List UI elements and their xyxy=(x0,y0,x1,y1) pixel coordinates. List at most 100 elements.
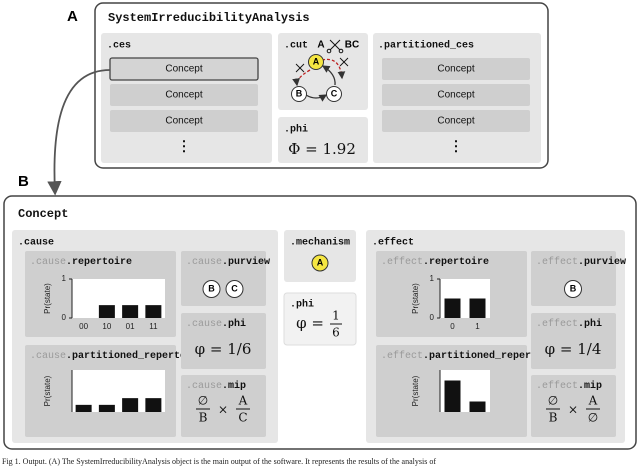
sub-box xyxy=(531,375,616,437)
concept-label: Concept xyxy=(165,90,202,101)
scissors-icon xyxy=(326,39,344,54)
title-prefix: .effect xyxy=(536,256,578,268)
node-circle xyxy=(225,280,244,298)
phi-numerator: 1 xyxy=(332,309,340,323)
y-axis-label: Pr(state) xyxy=(411,375,420,406)
bar xyxy=(98,305,115,318)
x-tick-label: 11 xyxy=(149,322,158,331)
title-prefix: .effect xyxy=(381,256,423,268)
sub-box-title: .effect.purview xyxy=(536,256,626,268)
bar xyxy=(122,398,139,412)
sub-box-title: .cause.purview xyxy=(186,256,270,268)
concept-button xyxy=(110,84,258,106)
sub-box-title: .cause.partitioned_repertoire xyxy=(30,350,204,362)
title-prefix: .effect xyxy=(536,380,578,392)
cause-title: .cause xyxy=(18,238,54,249)
concept-button xyxy=(382,84,530,106)
concept-button xyxy=(110,110,258,132)
bar xyxy=(444,298,461,318)
concept-label: Concept xyxy=(437,90,474,101)
panel-label: B xyxy=(18,173,29,190)
title-prefix: .cause xyxy=(186,319,222,330)
title-name: .phi xyxy=(578,318,602,330)
mip-left-num: ∅ xyxy=(198,394,208,408)
x-tick-label: 00 xyxy=(79,322,88,331)
mip-right-num: A xyxy=(588,394,598,408)
title-prefix: .cause xyxy=(30,351,66,362)
node-label: A xyxy=(317,257,324,267)
x-tick-label: 0 xyxy=(450,322,455,331)
concept-label: Concept xyxy=(437,64,474,75)
caption: Fig 1. Output. (A) The SystemIrreducibil… xyxy=(2,457,436,466)
effect-title: .effect xyxy=(372,237,414,249)
x-tick-label: 10 xyxy=(102,322,111,331)
title-name: .purview xyxy=(222,256,270,268)
more-indicator: ⋮ xyxy=(177,138,191,154)
phi-lhs: φ = xyxy=(296,314,324,332)
cut-from: A xyxy=(317,40,324,51)
node-circle xyxy=(202,280,221,298)
title-name: .purview xyxy=(578,256,626,268)
concept-label: Concept xyxy=(165,116,202,127)
bar xyxy=(469,401,486,412)
node-circle xyxy=(311,254,329,272)
cut-title: .cut xyxy=(284,41,308,52)
phi-denominator: 6 xyxy=(332,326,340,340)
concept-label: Concept xyxy=(437,116,474,127)
y-tick-label: 0 xyxy=(430,313,435,322)
sub-box xyxy=(181,375,266,437)
sub-box-title: .effect.repertoire xyxy=(381,256,489,268)
mip-times: × xyxy=(568,403,578,417)
concept-button xyxy=(382,110,530,132)
sub-box xyxy=(181,313,266,369)
partitioned-ces-title: .partitioned_ces xyxy=(378,40,474,52)
mip-right-num: A xyxy=(238,394,248,408)
mip-left-den: B xyxy=(199,411,208,425)
ces-list: Concept Concept Concept ⋮ xyxy=(109,57,259,154)
sub-box-title: .cause.phi xyxy=(186,318,246,330)
mip-times: × xyxy=(218,403,228,417)
sub-box xyxy=(531,313,616,369)
phi-value: φ = 1/6 xyxy=(195,340,252,358)
cut-to: BC xyxy=(345,40,359,51)
sub-box-title: .effect.mip xyxy=(536,380,602,392)
node-label: B xyxy=(570,283,577,293)
bar xyxy=(145,398,162,412)
title-prefix: .cause xyxy=(30,257,66,268)
concept-button xyxy=(109,57,259,81)
bar xyxy=(75,404,92,412)
node-label: B xyxy=(208,283,215,293)
sub-box xyxy=(531,251,616,306)
node-circle xyxy=(564,280,582,298)
y-axis-label: Pr(state) xyxy=(43,283,52,314)
x-tick-label: 1 xyxy=(475,322,480,331)
bar xyxy=(469,298,486,318)
phi-title: .phi xyxy=(284,124,308,136)
bar xyxy=(145,305,162,318)
phi-title: .phi xyxy=(290,299,314,311)
mip-right-den: ∅ xyxy=(588,411,598,425)
node-label: C xyxy=(231,283,238,293)
node-circle xyxy=(308,54,324,70)
mip-left-den: B xyxy=(549,411,558,425)
title-name: .repertoire xyxy=(423,256,489,268)
link-arrow xyxy=(47,69,111,196)
node-label: A xyxy=(313,56,320,66)
title-prefix: .cause xyxy=(186,257,222,268)
title-name: .phi xyxy=(222,318,246,330)
phi-value: Φ = 1.92 xyxy=(288,140,356,158)
node-circle xyxy=(291,86,307,102)
title-name: .repertoire xyxy=(66,256,132,268)
node-label: B xyxy=(296,88,303,98)
sub-box-title: .effect.phi xyxy=(536,318,602,330)
y-axis-label: Pr(state) xyxy=(411,283,420,314)
concept-label: Concept xyxy=(165,64,202,75)
partitioned-ces-list: Concept Concept Concept ⋮ xyxy=(382,58,530,154)
sub-box-title: .cause.repertoire xyxy=(30,256,132,268)
sub-box-title: .effect.partitioned_repertoire xyxy=(381,350,561,362)
title-name: .partitioned_repertoire xyxy=(66,350,204,362)
title-prefix: .cause xyxy=(186,381,222,392)
cut-edges xyxy=(292,58,346,102)
bar xyxy=(122,305,139,318)
bar xyxy=(444,380,461,412)
